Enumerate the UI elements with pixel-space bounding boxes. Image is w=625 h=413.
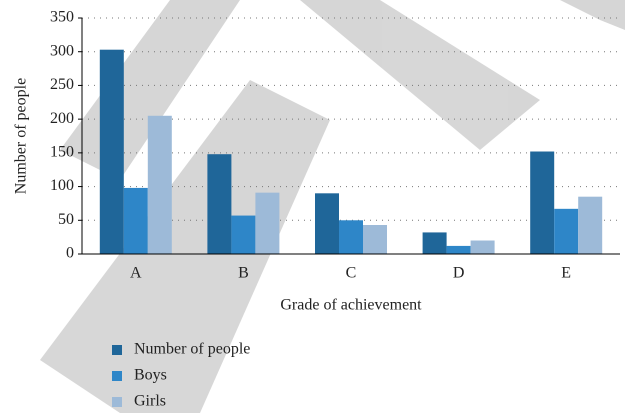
bar	[470, 240, 495, 254]
bar	[99, 49, 124, 254]
x-axis-label: Grade of achievement	[280, 297, 422, 314]
bar	[530, 151, 555, 254]
bar	[363, 225, 387, 254]
bar	[422, 232, 447, 254]
bar	[339, 220, 363, 254]
y-tick-label: 0	[66, 245, 74, 262]
legend-swatch	[112, 345, 122, 355]
bar	[147, 115, 172, 255]
y-tick-label: 100	[50, 177, 74, 194]
x-tick-label: A	[130, 265, 142, 282]
bar	[554, 208, 579, 254]
x-tick-label: D	[453, 265, 465, 282]
bar	[231, 215, 256, 254]
watermark-shape	[40, 80, 330, 413]
x-tick-label: C	[346, 265, 357, 282]
x-tick-label: B	[238, 265, 249, 282]
y-tick-label: 200	[50, 110, 74, 127]
legend-swatch	[112, 371, 122, 381]
bar	[255, 192, 280, 254]
bar	[578, 196, 603, 254]
legend-label: Girls	[134, 393, 166, 410]
y-tick-label: 50	[58, 211, 74, 228]
watermark-shape	[560, 0, 625, 30]
legend-label: Boys	[134, 367, 167, 384]
legend-label: Number of people	[134, 341, 250, 358]
bar	[123, 187, 148, 254]
y-axis-label: Number of people	[13, 78, 30, 194]
watermark-shape	[300, 0, 540, 150]
y-tick-label: 250	[50, 76, 74, 93]
bar	[207, 154, 232, 254]
y-tick-label: 150	[50, 144, 74, 161]
y-tick-label: 350	[50, 9, 74, 26]
bar	[315, 193, 339, 254]
x-tick-label: E	[561, 265, 571, 282]
bar	[446, 245, 471, 254]
y-tick-label: 300	[50, 42, 74, 59]
legend-swatch	[112, 397, 122, 407]
